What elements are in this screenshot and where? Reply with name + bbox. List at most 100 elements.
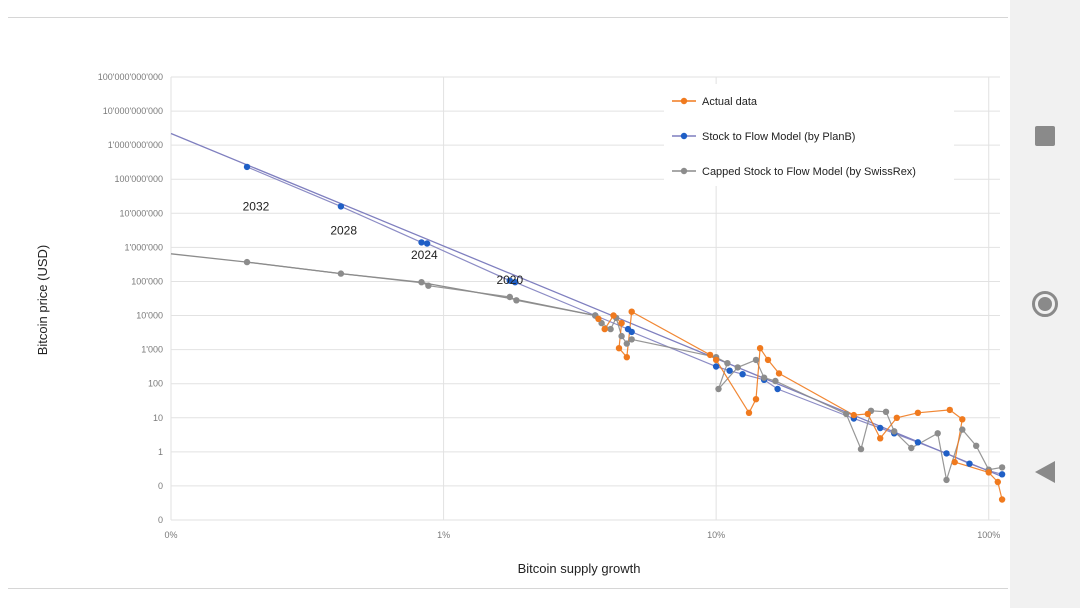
data-point: [959, 426, 966, 433]
data-point: [628, 308, 635, 315]
circle-home-icon: [1032, 291, 1058, 317]
data-point: [752, 356, 760, 364]
y-tick-label: 0: [158, 515, 163, 525]
data-point: [966, 460, 973, 467]
series-trend-line: [170, 132, 1001, 477]
data-point: [934, 430, 941, 437]
data-point: [712, 363, 720, 370]
back-button[interactable]: [1010, 452, 1080, 492]
data-point: [914, 409, 922, 416]
y-tick-label: 10: [153, 413, 163, 423]
data-point: [893, 414, 900, 421]
android-navigation-bar: [1010, 0, 1080, 608]
data-point: [943, 476, 950, 484]
series-connector-line: [246, 261, 1003, 481]
home-button[interactable]: [1010, 284, 1080, 324]
data-point: [756, 345, 764, 352]
y-tick-label: 10'000'000'000: [103, 106, 163, 116]
data-point: [877, 435, 884, 442]
data-point: [734, 364, 741, 371]
data-point: [243, 163, 251, 171]
data-point: [914, 439, 922, 446]
data-point: [337, 270, 345, 277]
y-tick-label: 10'000'000: [120, 208, 163, 218]
data-point: [994, 478, 1001, 486]
data-point: [513, 297, 520, 304]
data-point: [745, 409, 753, 416]
data-point: [715, 385, 722, 393]
data-point: [857, 445, 865, 453]
data-point: [615, 345, 623, 352]
data-point: [706, 351, 714, 359]
y-tick-label: 100'000'000: [115, 174, 164, 184]
y-tick-label: 1: [158, 447, 163, 457]
data-point: [752, 396, 760, 403]
data-point: [506, 277, 513, 284]
y-tick-label: 10'000: [136, 311, 163, 321]
legend-entry: Capped Stock to Flow Model (by SwissRex): [702, 166, 916, 178]
data-point: [772, 377, 779, 385]
frame-bottom-rule: [8, 588, 1008, 589]
data-point: [951, 458, 958, 466]
data-point: [877, 424, 884, 432]
data-point: [618, 332, 625, 340]
data-point: [998, 471, 1006, 478]
data-point: [959, 416, 966, 423]
data-point: [775, 370, 783, 377]
data-point: [418, 279, 425, 286]
y-tick-label: 1'000'000: [125, 242, 163, 252]
y-tick-label: 1'000'000'000: [108, 140, 163, 150]
legend-swatch-marker: [680, 167, 688, 175]
data-point: [511, 279, 519, 286]
data-point: [760, 374, 768, 381]
x-tick-label: 100%: [977, 530, 1000, 540]
recent-apps-button[interactable]: [1010, 116, 1080, 156]
data-point: [607, 325, 614, 333]
year-annotation: 2024: [411, 248, 438, 262]
data-point: [739, 371, 746, 378]
data-point: [946, 406, 953, 414]
y-tick-label: 1'000: [141, 345, 163, 355]
x-axis-title: Bitcoin supply growth: [518, 561, 641, 576]
data-point: [891, 428, 898, 435]
data-point: [908, 444, 915, 452]
series-connector-line: [597, 310, 1003, 500]
year-annotation: 2020: [496, 273, 523, 287]
data-point: [726, 367, 733, 374]
year-annotation: 2032: [243, 200, 270, 214]
x-tick-label: 0%: [164, 530, 177, 540]
data-point: [623, 354, 630, 361]
legend-entry: Stock to Flow Model (by PlanB): [702, 131, 855, 143]
y-tick-label: 100: [148, 379, 163, 389]
data-point: [618, 319, 625, 327]
data-point: [337, 203, 345, 210]
data-point: [850, 411, 857, 419]
x-tick-label: 1%: [437, 530, 450, 540]
data-point: [764, 356, 772, 364]
data-point: [595, 315, 602, 322]
chart-screenshot-frame: 100'000'000'000 10'000'000'000 1'000'000'0…: [8, 17, 1008, 589]
data-point: [418, 239, 425, 246]
data-point: [973, 442, 980, 449]
data-point: [628, 328, 635, 336]
stock-to-flow-chart: 100'000'000'000 10'000'000'000 1'000'000'0…: [35, 72, 1006, 576]
y-tick-label: 0: [158, 481, 163, 491]
x-tick-label: 10%: [707, 530, 725, 540]
data-point: [423, 240, 431, 247]
data-point: [985, 469, 992, 476]
y-tick-label: 100'000: [131, 276, 163, 286]
data-point: [998, 464, 1006, 471]
y-tick-label: 100'000'000'000: [98, 72, 163, 82]
data-point: [506, 293, 513, 301]
legend-box: [664, 84, 954, 186]
data-point: [610, 312, 617, 319]
data-point: [628, 336, 635, 343]
data-point: [712, 356, 720, 364]
frame-top-rule: [8, 17, 1008, 18]
legend-swatch-marker: [680, 132, 688, 140]
data-point: [943, 450, 950, 457]
series-trend-line: [170, 253, 596, 317]
square-recent-apps-icon: [1035, 126, 1055, 146]
data-point: [998, 496, 1006, 503]
legend-entry: Actual data: [702, 96, 758, 108]
